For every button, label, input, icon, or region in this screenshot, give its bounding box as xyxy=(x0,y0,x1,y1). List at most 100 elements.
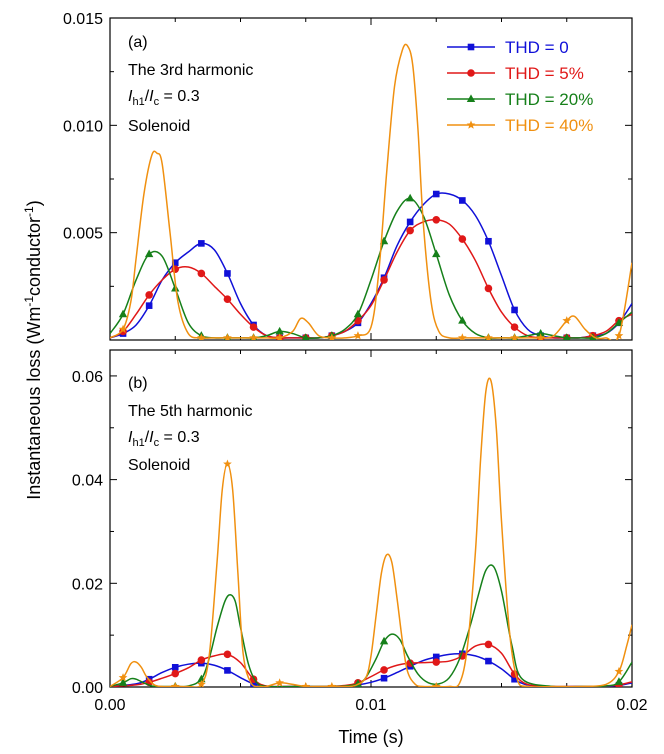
panel-a-series-1-marker xyxy=(145,291,153,299)
panel-a-series-1-marker xyxy=(249,323,258,331)
panel-a-geometry-text: Solenoid xyxy=(128,118,190,135)
panel-b-series-1-marker xyxy=(380,666,388,674)
axis-ticks: 0.005 0.010 0.015 0.00 0.02 0.04 0.06 0.00 0.01 0… xyxy=(63,11,648,714)
legend-label: THD = 40% xyxy=(505,116,593,135)
panel-a-series-2-marker xyxy=(275,326,284,335)
legend-marker xyxy=(467,43,475,51)
panel-a-series-2-marker xyxy=(118,309,128,318)
x-axis-label: Time (s) xyxy=(338,727,403,747)
panel-a-series-1-marker xyxy=(432,215,441,224)
panel-a-series-1-marker xyxy=(484,284,493,293)
panel-a-harmonic-text: The 3rd harmonic xyxy=(128,62,253,79)
panel-a-series-3 xyxy=(110,43,632,340)
panel-a-series-3-marker xyxy=(562,316,572,325)
panel-b-series-3-marker xyxy=(196,679,206,687)
panel-b-series-3-marker xyxy=(614,666,624,676)
panel-b-series-3 xyxy=(110,377,632,687)
legend-item-0: THD = 0 xyxy=(447,38,569,57)
panel-b-y-tick-label: 0.06 xyxy=(72,369,103,386)
panel-a-y-tick-label: 0.015 xyxy=(63,11,103,28)
panel-b-series-3-marker xyxy=(327,681,337,687)
x-tick-label: 0.02 xyxy=(616,697,647,714)
legend-marker xyxy=(466,120,476,129)
panel-a-series-3-marker xyxy=(327,333,337,340)
panel-b-series-1-line xyxy=(110,643,632,687)
panel-b-series-2-marker xyxy=(614,677,624,685)
panel-a-series-2-marker xyxy=(353,309,363,318)
panel-b-series xyxy=(110,377,632,687)
panel-b-label: (b) xyxy=(128,375,148,392)
panel-a-series-2-marker xyxy=(432,249,441,258)
panel-a-series-2-marker xyxy=(614,318,624,326)
panel-a-series-2-marker xyxy=(536,328,545,337)
legend-item-2: THD = 20% xyxy=(447,90,593,109)
panel-a-series-3-marker xyxy=(196,333,206,340)
panel-a-series-1-marker xyxy=(354,316,362,325)
panel-b-series-0-marker xyxy=(485,657,492,665)
legend-item-3: THD = 40% xyxy=(447,116,593,135)
panel-b-series-1-marker xyxy=(197,656,206,664)
panel-a-series-0-line xyxy=(110,192,632,339)
legend: THD = 0 THD = 5% THD = 20% THD = 40% xyxy=(447,38,593,135)
panel-b-series-2 xyxy=(110,564,632,687)
panel-b-series-0-marker xyxy=(171,663,179,671)
panel-b-series-1-marker xyxy=(171,669,180,678)
panel-a-series-0-marker xyxy=(171,259,179,267)
panel-a-series-1-marker xyxy=(223,295,232,304)
panel-b-series-0-marker xyxy=(432,653,440,661)
panel-a-series-3-marker xyxy=(536,333,546,340)
panel-a-series-0-marker xyxy=(511,306,518,314)
panel-a-series-2-marker xyxy=(144,249,154,258)
legend-item-1: THD = 5% xyxy=(447,64,584,83)
panel-a-series-2-marker xyxy=(563,333,571,340)
panel-b-frame xyxy=(109,349,633,688)
panel-b-series-3-marker xyxy=(275,678,285,687)
panel-b-series-1-marker xyxy=(484,640,493,649)
panel-a-series-0-marker xyxy=(485,237,492,245)
panel-a-series-2-marker xyxy=(302,333,310,340)
panel-b-series-3-marker xyxy=(301,681,311,687)
panel-a-label: (a) xyxy=(128,34,148,51)
panel-b-y-tick-label: 0.00 xyxy=(72,680,103,697)
panel-a-series-3-marker xyxy=(614,331,624,340)
panel-b-y-tick-label: 0.04 xyxy=(72,473,103,490)
panel-b-series-1-marker xyxy=(223,650,232,659)
legend-marker xyxy=(467,69,475,77)
panel-a-y-tick-label: 0.005 xyxy=(63,226,103,243)
panel-b-series-0-marker xyxy=(250,680,257,687)
panel-b-series-3-marker xyxy=(431,681,441,687)
panel-a-series-0-marker xyxy=(224,270,231,277)
panel-b-series-0-marker xyxy=(224,667,231,674)
panel-a-series-3-marker xyxy=(118,324,128,333)
panel-a-current-ratio: Ih1/Ic = 0.3 xyxy=(128,88,200,108)
panel-a-series xyxy=(110,43,632,340)
panel-b-series-3-marker xyxy=(118,673,128,682)
panel-a-y-tick-label: 0.010 xyxy=(63,118,103,135)
panel-a-series-3-marker xyxy=(223,333,232,340)
panel-a-series-0-marker xyxy=(198,240,205,247)
x-tick-label: 0.01 xyxy=(355,697,386,714)
panel-a-series-2-line xyxy=(110,197,632,340)
panel-a-series-1-marker xyxy=(380,276,388,284)
panel-a-series-3-marker xyxy=(353,331,363,340)
panel-a-series-2-marker xyxy=(458,316,467,324)
panel-a-series-1-marker xyxy=(171,265,180,273)
panel-a-series-1-marker xyxy=(510,323,519,331)
panel-a-series-0-marker xyxy=(406,218,414,226)
panel-a-series-0 xyxy=(110,190,632,340)
panel-b-series-0-marker xyxy=(380,674,388,682)
panel-b-series-3-marker xyxy=(223,459,232,468)
panel-b-series-2-marker xyxy=(379,636,389,645)
panel-b-geometry-text: Solenoid xyxy=(128,457,190,474)
panel-a-series-0-marker xyxy=(145,302,153,309)
panel-b-harmonic-text: The 5th harmonic xyxy=(128,403,253,420)
panel-b-series-3-line xyxy=(110,377,632,687)
legend-marker xyxy=(466,94,476,102)
panel-a-series-1-marker xyxy=(197,269,206,278)
panel-a-series-1-marker xyxy=(458,235,467,243)
panel-a-series-2-marker xyxy=(405,193,415,202)
panel-a-series-3-line xyxy=(110,43,632,340)
panel-a-series-1-marker xyxy=(406,226,414,235)
panel-a-series-3-marker xyxy=(275,333,285,340)
